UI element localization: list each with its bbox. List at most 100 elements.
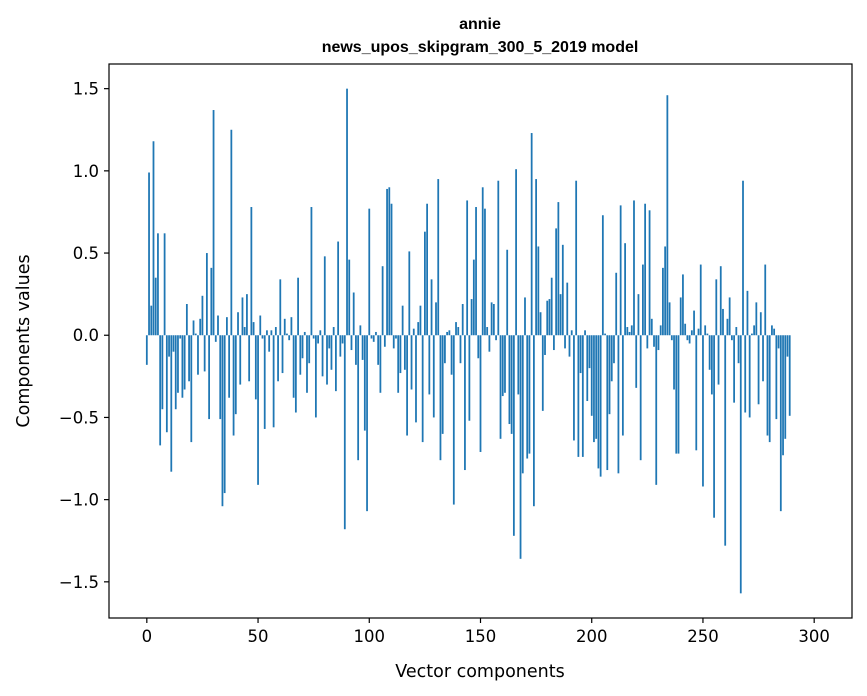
bar-167 bbox=[517, 335, 520, 395]
bar-52 bbox=[261, 335, 264, 339]
bar-270 bbox=[746, 290, 749, 336]
y-axis-ticks: −1.5 −1.0 −0.5 0.0 0.5 1.0 1.5 bbox=[59, 80, 109, 592]
bar-70 bbox=[301, 335, 304, 359]
bar-283 bbox=[775, 335, 778, 420]
bar-216 bbox=[626, 327, 629, 336]
bar-175 bbox=[535, 179, 537, 336]
bar-105 bbox=[379, 335, 382, 393]
bar-153 bbox=[486, 327, 489, 336]
bar-6 bbox=[159, 335, 162, 446]
y-tick-label: 0.5 bbox=[73, 244, 99, 263]
bar-265 bbox=[735, 327, 738, 336]
bar-89 bbox=[343, 335, 346, 530]
bar-214 bbox=[621, 335, 624, 436]
bar-28 bbox=[208, 335, 210, 420]
bar-45 bbox=[246, 294, 248, 336]
bar-37 bbox=[228, 335, 231, 398]
bar-209 bbox=[610, 335, 613, 382]
bar-190 bbox=[568, 335, 571, 357]
y-tick-label: 0.0 bbox=[73, 326, 99, 345]
bar-4 bbox=[154, 277, 157, 336]
bar-195 bbox=[579, 335, 582, 374]
bar-273 bbox=[753, 325, 756, 336]
bar-65 bbox=[290, 317, 293, 336]
bar-246 bbox=[693, 310, 695, 336]
bar-219 bbox=[633, 200, 635, 336]
bar-187 bbox=[561, 244, 564, 336]
bar-3 bbox=[152, 141, 155, 336]
x-axis-label: Vector components bbox=[395, 662, 564, 682]
bar-264 bbox=[733, 335, 735, 403]
bar-120 bbox=[412, 328, 415, 336]
bar-102 bbox=[372, 335, 375, 342]
bar-163 bbox=[508, 335, 511, 425]
bar-280 bbox=[768, 335, 771, 443]
bar-236 bbox=[670, 335, 673, 341]
bar-260 bbox=[724, 335, 727, 546]
bar-118 bbox=[408, 251, 411, 336]
bar-197 bbox=[584, 330, 586, 336]
bar-229 bbox=[655, 335, 658, 485]
bar-85 bbox=[335, 335, 337, 392]
bar-196 bbox=[581, 335, 584, 457]
bar-135 bbox=[446, 331, 449, 336]
bar-243 bbox=[686, 335, 689, 341]
bar-33 bbox=[219, 335, 222, 420]
bar-252 bbox=[706, 333, 709, 336]
bar-249 bbox=[699, 264, 702, 336]
bar-247 bbox=[695, 335, 698, 451]
bar-230 bbox=[657, 335, 660, 351]
y-tick-label: −0.5 bbox=[59, 408, 99, 427]
bar-215 bbox=[624, 243, 626, 336]
bar-232 bbox=[662, 267, 664, 336]
bar-248 bbox=[697, 328, 700, 336]
bar-46 bbox=[248, 335, 251, 382]
bar-168 bbox=[519, 335, 522, 559]
bar-150 bbox=[479, 335, 482, 452]
bar-107 bbox=[383, 335, 386, 347]
bar-240 bbox=[679, 297, 682, 336]
bar-62 bbox=[283, 318, 286, 336]
bar-228 bbox=[653, 335, 655, 347]
bar-287 bbox=[784, 335, 787, 439]
bar-255 bbox=[713, 335, 715, 518]
bar-50 bbox=[257, 335, 259, 485]
bar-235 bbox=[668, 302, 671, 336]
bar-94 bbox=[355, 335, 357, 365]
bar-180 bbox=[546, 300, 549, 336]
bar-271 bbox=[748, 335, 751, 418]
bar-152 bbox=[484, 208, 486, 336]
bar-254 bbox=[710, 335, 713, 395]
bar-279 bbox=[766, 335, 769, 436]
bar-103 bbox=[375, 331, 377, 336]
bar-15 bbox=[179, 335, 182, 339]
bar-88 bbox=[341, 335, 344, 344]
bar-96 bbox=[359, 325, 362, 336]
y-tick-label: 1.0 bbox=[73, 162, 99, 181]
bar-139 bbox=[455, 322, 457, 336]
bar-151 bbox=[481, 187, 484, 336]
bar-63 bbox=[286, 333, 288, 336]
bar-173 bbox=[530, 133, 533, 336]
bar-24 bbox=[199, 318, 202, 336]
bar-194 bbox=[577, 335, 580, 457]
bar-285 bbox=[779, 335, 782, 512]
bar-8 bbox=[163, 233, 166, 336]
bar-13 bbox=[174, 335, 177, 410]
bar-137 bbox=[450, 335, 453, 375]
bar-138 bbox=[452, 335, 455, 505]
x-tick-label: 300 bbox=[798, 627, 830, 646]
bar-199 bbox=[588, 335, 591, 369]
bar-41 bbox=[237, 312, 239, 336]
bar-165 bbox=[512, 335, 515, 536]
bar-266 bbox=[737, 335, 740, 364]
bar-257 bbox=[717, 335, 720, 385]
bar-69 bbox=[299, 335, 302, 375]
bar-142 bbox=[461, 304, 464, 336]
bar-9 bbox=[165, 335, 168, 433]
bar-59 bbox=[277, 335, 279, 382]
bar-111 bbox=[392, 335, 395, 349]
bar-49 bbox=[254, 335, 257, 400]
bar-72 bbox=[306, 335, 308, 393]
bar-82 bbox=[328, 335, 331, 349]
